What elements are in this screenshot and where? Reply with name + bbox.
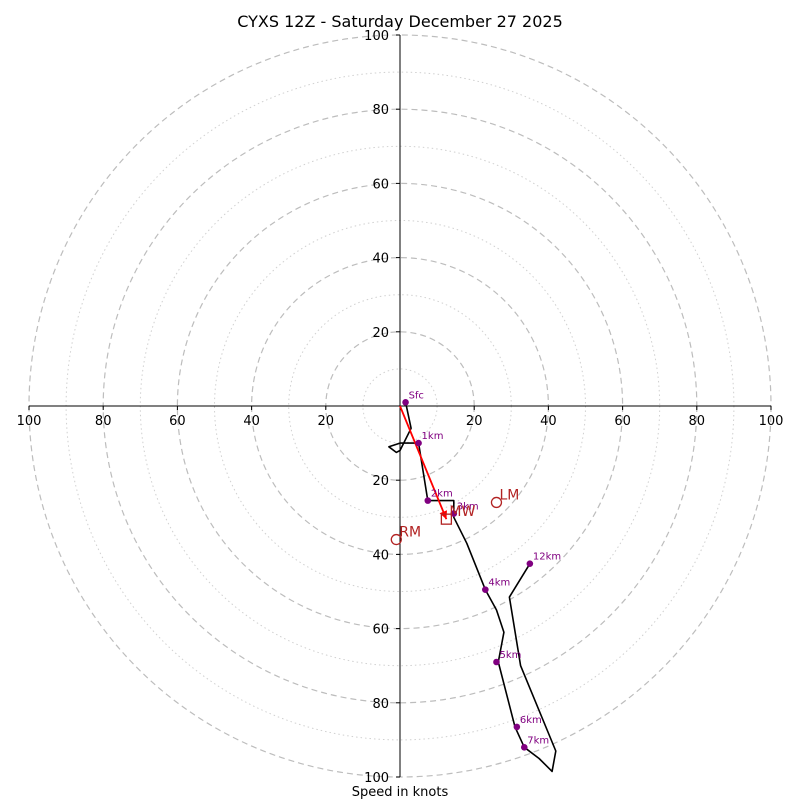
y-tick-label-up: 80 (372, 103, 389, 118)
height-marker-dot (402, 398, 409, 406)
y-tick-label-up: 60 (372, 177, 389, 192)
x-tick-label: 40 (243, 414, 260, 429)
chart-title: CYXS 12Z - Saturday December 27 2025 (237, 12, 563, 31)
y-tick-label-down: 80 (372, 697, 389, 712)
height-marker-label: 3km (457, 502, 479, 513)
height-marker-label: 5km (499, 650, 521, 661)
y-tick-label-up: 20 (372, 326, 389, 341)
height-marker-dot (526, 560, 534, 567)
y-tick-label-down: 20 (372, 474, 389, 489)
x-axis-label: Speed in knots (352, 785, 449, 800)
height-marker-dot (520, 744, 528, 751)
y-tick-label-down: 40 (372, 548, 389, 563)
x-tick-label: 80 (95, 414, 112, 429)
x-tick-label: 40 (540, 414, 557, 429)
y-tick-label-up: 100 (364, 29, 389, 44)
storm-motion-markers: RM LM MW (390, 487, 519, 546)
storm-motion-marker (390, 533, 402, 546)
height-marker-label: 6km (520, 715, 542, 726)
height-marker-label: 7km (527, 735, 549, 746)
height-marker-label: 4km (488, 578, 510, 589)
storm-motion-marker (490, 496, 503, 509)
x-tick-label: 100 (759, 414, 784, 429)
height-marker-label: 12km (533, 552, 561, 563)
mean-wind-marker (440, 513, 453, 525)
height-marker-dot (450, 510, 458, 517)
mean-wind-vector (399, 405, 448, 520)
storm-motion-label: RM (399, 525, 421, 541)
height-marker-label: Sfc (409, 390, 424, 401)
y-tick-label-down: 100 (364, 771, 389, 786)
height-marker-label: 1km (422, 431, 444, 442)
x-tick-label: 20 (466, 414, 483, 429)
storm-motion-label: MW (449, 504, 475, 520)
x-tick-label: 60 (614, 414, 631, 429)
x-tick-label: 60 (169, 414, 186, 429)
height-marker-dot (415, 439, 422, 447)
height-marker-dot (424, 497, 432, 504)
height-marker-label: 2km (431, 489, 453, 500)
y-tick-label-down: 60 (372, 623, 389, 638)
x-tick-label: 80 (689, 414, 706, 429)
storm-motion-label: LM (499, 487, 519, 503)
height-markers: Sfc 1km 2km 3km 4km 5km 6km 7km 12km (402, 390, 561, 751)
tick-labels: 100 80 60 40 20 20 40 60 80 100 20 20 40 40 60 60 80 80 10… (17, 29, 784, 786)
x-tick-label: 20 (318, 414, 335, 429)
height-marker-dot (482, 586, 489, 593)
mean-wind-shaft (399, 405, 448, 520)
height-marker-dot (493, 658, 500, 666)
y-tick-label-up: 40 (372, 252, 389, 267)
x-tick-label: 100 (17, 414, 42, 429)
height-marker-dot (513, 723, 521, 731)
